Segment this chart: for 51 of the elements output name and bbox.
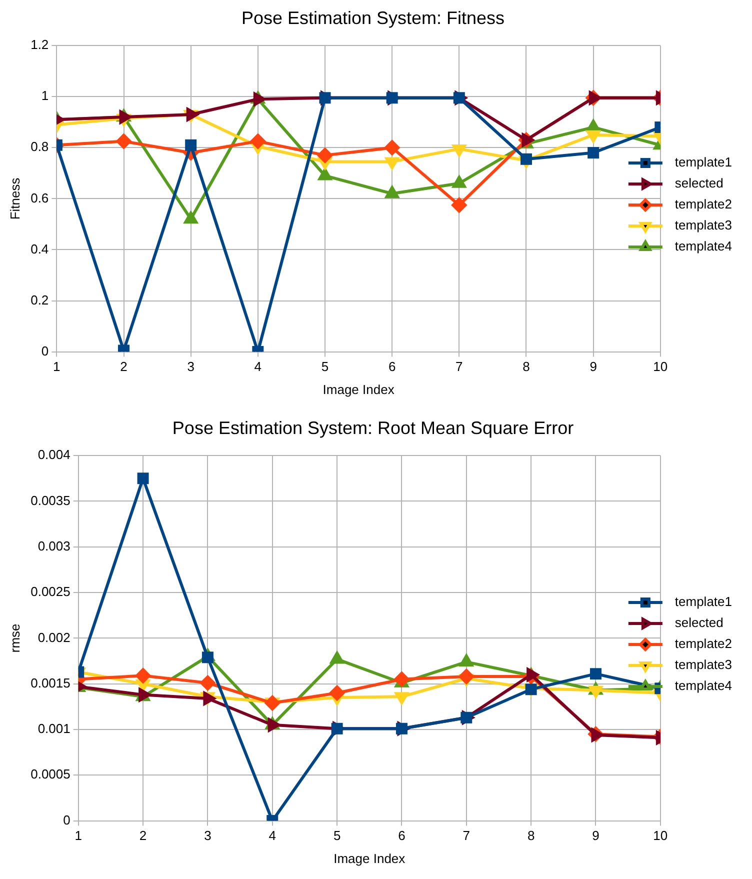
- y-tick-label: 0.6: [30, 190, 49, 206]
- x-tick-label: 5: [333, 828, 341, 844]
- x-tick-label: 7: [462, 828, 470, 844]
- x-axis-title: Image Index: [334, 850, 406, 866]
- y-axis-title: Fitness: [7, 177, 22, 220]
- y-tick-label: 0.0015: [30, 675, 70, 690]
- chart-title: Pose Estimation System: Root Mean Square Error: [172, 418, 574, 438]
- y-axis-title: rmse: [7, 624, 22, 653]
- x-tick-label: 3: [187, 359, 194, 374]
- x-tick-label: 8: [527, 828, 535, 844]
- legend-label: template3: [674, 657, 732, 672]
- x-tick-label: 4: [254, 359, 262, 374]
- y-tick-label: 0.004: [38, 447, 70, 462]
- y-tick-label: 0.4: [30, 241, 49, 256]
- chart-title: Pose Estimation System: Fitness: [241, 8, 505, 28]
- legend-label: selected: [674, 176, 724, 191]
- x-tick-label: 2: [120, 359, 128, 374]
- y-tick-label: 1: [41, 88, 49, 104]
- y-tick-label: 0.002: [38, 630, 70, 645]
- legend-label: template2: [674, 636, 732, 652]
- y-tick-label: 0.0005: [30, 766, 70, 782]
- y-tick-label: 0: [63, 812, 70, 828]
- x-tick-label: 4: [268, 828, 276, 844]
- y-tick-label: 0.2: [30, 292, 49, 308]
- x-tick-label: 9: [592, 828, 600, 844]
- x-tick-label: 3: [204, 828, 212, 844]
- y-tick-label: 0.8: [30, 139, 49, 154]
- legend-label: template1: [674, 594, 732, 610]
- y-tick-label: 0.0035: [30, 492, 70, 508]
- x-tick-label: 10: [653, 828, 668, 844]
- x-tick-label: 10: [653, 359, 668, 374]
- x-tick-label: 1: [74, 828, 82, 844]
- x-tick-label: 2: [139, 828, 147, 844]
- legend-label: template1: [674, 154, 732, 170]
- legend-label: template2: [674, 196, 732, 212]
- y-tick-label: 0.0025: [30, 584, 70, 600]
- x-tick-label: 6: [398, 828, 406, 844]
- y-tick-label: 0: [41, 343, 49, 358]
- y-tick-label: 1.2: [30, 37, 49, 52]
- legend-label: selected: [674, 615, 724, 630]
- legend-label: template4: [674, 678, 732, 694]
- legend-label: template3: [674, 218, 732, 233]
- y-tick-label: 0.001: [38, 721, 70, 736]
- x-tick-label: 7: [456, 359, 463, 374]
- x-tick-label: 9: [590, 359, 597, 374]
- y-tick-label: 0.003: [38, 538, 70, 554]
- x-tick-label: 6: [388, 359, 396, 374]
- legend-label: template4: [674, 238, 732, 254]
- x-tick-label: 5: [321, 359, 329, 374]
- x-tick-label: 8: [522, 359, 530, 374]
- x-axis-title: Image Index: [322, 382, 395, 397]
